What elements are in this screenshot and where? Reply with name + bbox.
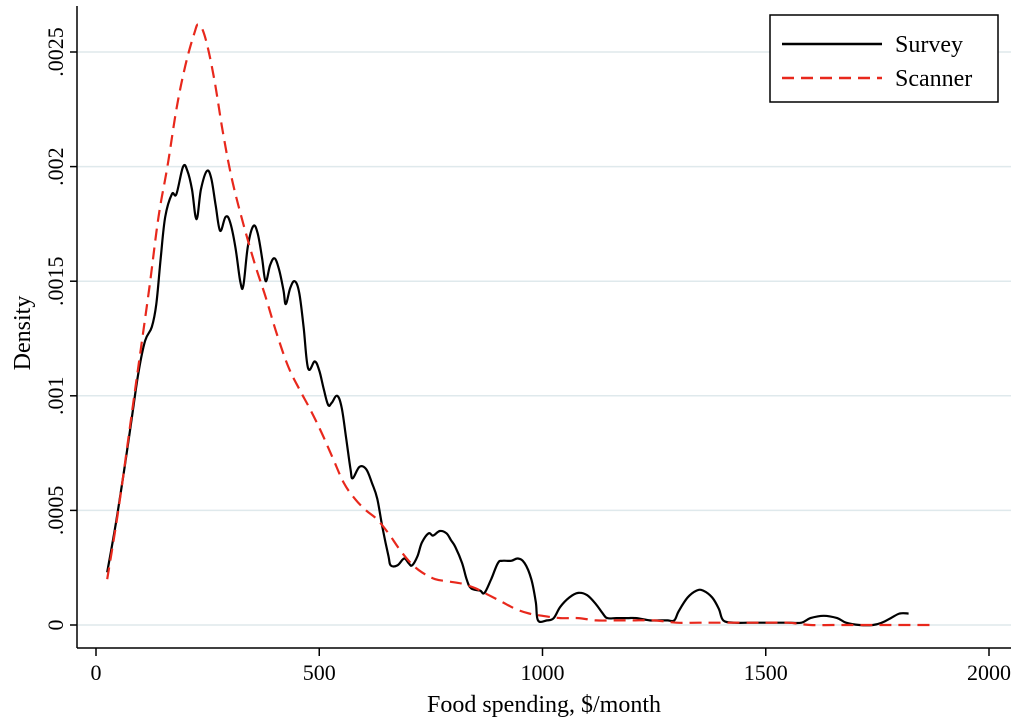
y-tick-label: .001 [43, 377, 68, 416]
y-tick-label: .002 [43, 147, 68, 186]
legend-label-survey: Survey [895, 32, 963, 58]
series-line-scanner [106, 23, 936, 627]
x-axis-ticks: 0 500 1000 1500 2000 [91, 648, 1011, 685]
y-axis-ticks: 0 .0005 .001 .0015 .002 .0025 [43, 27, 77, 631]
grid-lines [78, 51, 1011, 626]
series-line-survey [106, 163, 909, 627]
y-tick-label: 0 [43, 620, 68, 631]
x-axis-title: Food spending, $/month [427, 692, 661, 718]
x-tick-label: 1500 [744, 660, 788, 685]
legend: Survey Scanner [769, 14, 999, 103]
series-lines [106, 23, 936, 627]
y-tick-label: .0005 [43, 486, 68, 536]
y-tick-label: .0015 [43, 256, 68, 306]
x-tick-label: 1000 [521, 660, 565, 685]
y-tick-label: .0025 [43, 27, 68, 77]
x-tick-label: 0 [91, 660, 102, 685]
y-axis-title: Density [10, 296, 36, 371]
x-tick-label: 500 [303, 660, 336, 685]
x-tick-label: 2000 [967, 660, 1011, 685]
legend-box [769, 14, 999, 103]
legend-label-scanner: Scanner [895, 66, 972, 92]
